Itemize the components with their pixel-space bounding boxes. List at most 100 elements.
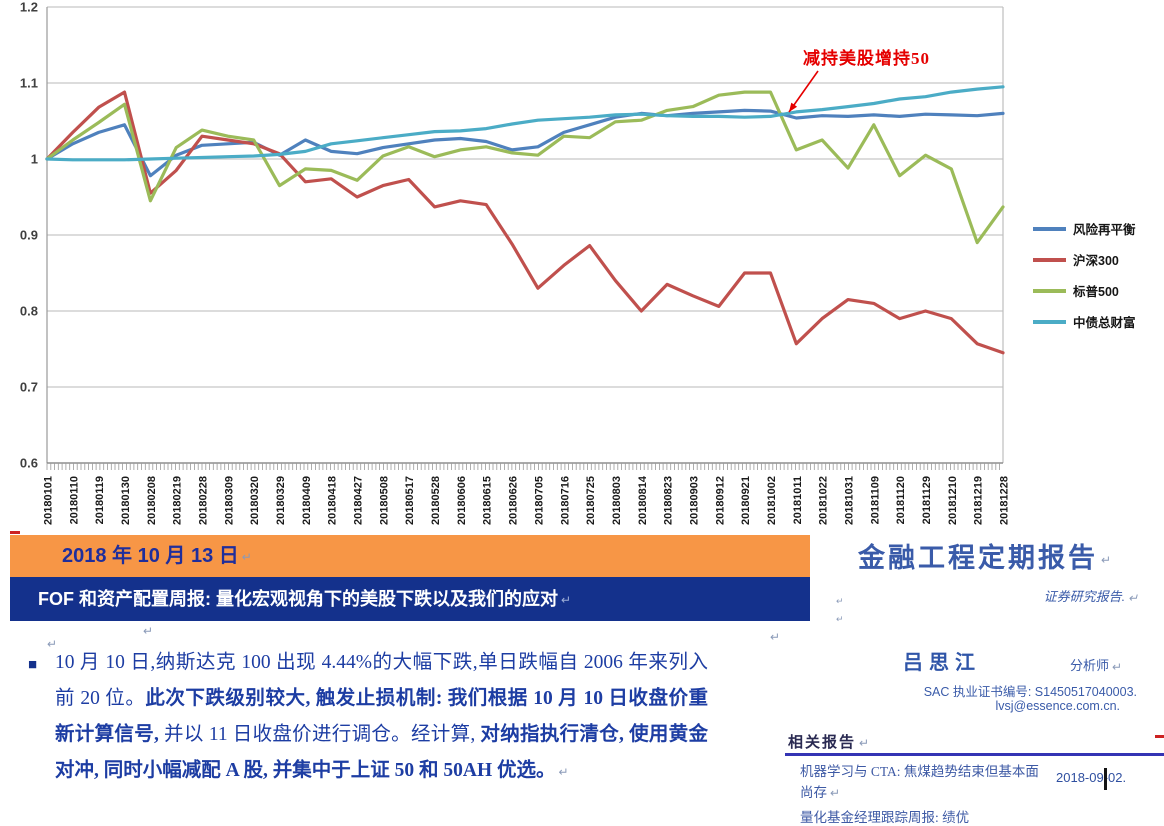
related-report-link[interactable]: 量化基金经理跟踪周报: 绩优 (800, 810, 970, 825)
x-axis-tick-label: 20180110 (68, 476, 80, 524)
related-report-date: 2018-09-02. (1056, 770, 1127, 785)
x-axis-tick-label: 20180418 (327, 476, 339, 525)
summary-segment: 此次下跌级别较大, 触发止损机制: 我们根据 10 月 10 日收盘价重新计算信… (55, 688, 708, 745)
legend-label: 标普500 (1073, 285, 1119, 299)
y-axis-tick-label: 1.1 (20, 76, 38, 91)
x-axis-tick-label: 20180228 (198, 476, 210, 525)
summary-paragraph: ■ 10 月 10 日,纳斯达克 100 出现 4.44%的大幅下跌,单日跌幅自… (28, 645, 708, 790)
x-axis-tick-label: 20180615 (482, 476, 494, 525)
x-axis-tick-label: 20180626 (508, 476, 520, 525)
legend-item-risk-rebalance: 风险再平衡 (1033, 213, 1136, 244)
x-axis-tick-label: 20180705 (533, 476, 545, 525)
x-axis-tick-label: 20181120 (895, 476, 907, 524)
report-date: 2018 年 10 月 13 日 (62, 545, 239, 567)
pilcrow-icon: ↵ (561, 593, 572, 608)
x-axis-tick-label: 20180823 (663, 476, 675, 525)
legend-item-sp500: 标普500 (1033, 275, 1136, 306)
edit-mark-icon (10, 531, 20, 534)
x-axis-tick-label: 20180309 (223, 476, 235, 525)
x-axis-tick-label: 20180814 (637, 475, 649, 525)
y-axis-tick-label: 1.2 (20, 0, 38, 15)
x-axis-tick-label: 20180803 (611, 476, 623, 525)
annotation-arrowhead (789, 102, 798, 112)
x-axis-tick-label: 20180409 (301, 476, 313, 525)
pilcrow-icon: ↵ (241, 549, 252, 564)
chart-annotation: 减持美股增持50 (803, 49, 930, 68)
legend-label: 沪深300 (1073, 254, 1119, 268)
chart-legend: 风险再平衡沪深300 标普500 中债总财富 (1033, 213, 1136, 337)
summary-segment: 并以 11 日收盘价进行调仓。经计算, (158, 724, 476, 745)
x-axis-tick-label: 20180903 (688, 476, 700, 525)
x-axis-tick-label: 20181109 (869, 476, 881, 524)
series-line-chinabond-total-wealth (45, 85, 1005, 162)
x-axis-tick-label: 20180606 (456, 476, 468, 525)
pilcrow-icon: ↵ (1127, 590, 1138, 605)
pilcrow-icon: ↵ (770, 630, 781, 644)
pilcrow-icon: ↵ (859, 736, 872, 751)
y-axis-tick-label: 0.6 (20, 456, 38, 471)
series-title: 金融工程定期报告 ↵ (857, 543, 1115, 573)
x-axis-tick-label: 20180320 (249, 476, 261, 525)
series-line-sp500 (45, 90, 1005, 245)
x-axis-tick-label: 20181002 (766, 476, 778, 525)
related-report-link[interactable]: 机器学习与 CTA: 焦煤趋势结束但基本面尚存 ↵ (800, 764, 1039, 801)
y-axis-tick-label: 0.7 (20, 380, 38, 395)
pilcrow-icon: ↵ (47, 637, 58, 651)
legend-label: 风险再平衡 (1073, 223, 1136, 237)
legend-line-swatch (1033, 288, 1066, 293)
series-line-csi300 (45, 90, 1005, 355)
pilcrow-icon: ↵ (836, 596, 844, 606)
divider (785, 753, 1164, 756)
x-axis-tick-label: 20180329 (275, 476, 287, 525)
y-axis-tick-label: 0.8 (20, 304, 38, 319)
legend-line-swatch (1033, 319, 1066, 324)
summary-segment: 10 月 10 日,纳斯达克 100 出现 4.44%的大幅下跌,单日跌幅自 2… (55, 652, 708, 709)
x-axis-tick-label: 20180528 (430, 476, 442, 525)
x-axis-tick-label: 20180508 (378, 476, 390, 525)
report-title-banner: FOF 和资产配置周报: 量化宏观视角下的美股下跌以及我们的应对 ↵ (10, 577, 810, 621)
x-axis-tick-label: 20181210 (947, 476, 959, 525)
series-line-risk-rebalance (45, 108, 1005, 178)
y-axis-tick-label: 0.9 (20, 228, 38, 243)
pilcrow-icon: ↵ (1112, 659, 1123, 674)
bullet-icon: ■ (28, 656, 38, 673)
pilcrow-icon: ↵ (836, 614, 844, 624)
x-axis-tick-label: 20180725 (585, 476, 597, 525)
analyst-email[interactable]: lvsj@essence.com.cn. (995, 699, 1120, 713)
x-axis-tick-label: 20180119 (94, 476, 106, 524)
y-axis-tick-label: 1 (31, 152, 38, 167)
legend-item-csi300: 沪深300 (1033, 244, 1136, 275)
x-axis-tick-label: 20180101 (43, 476, 55, 525)
x-axis-tick-label: 20180130 (120, 476, 132, 525)
pilcrow-icon: ↵ (558, 764, 569, 779)
x-axis-tick-label: 20180912 (714, 476, 726, 525)
x-axis-tick-label: 20181022 (818, 476, 830, 525)
sac-license-number: SAC 执业证书编号: S1450517040003. (923, 685, 1137, 699)
legend-line-swatch (1033, 226, 1066, 231)
pilcrow-icon: ↵ (1100, 553, 1115, 568)
x-axis-tick-label: 20181228 (999, 476, 1011, 525)
pilcrow-icon: ↵ (830, 786, 841, 801)
date-banner: 2018 年 10 月 13 日 ↵ (10, 535, 810, 577)
x-axis-tick-label: 20180921 (740, 476, 752, 525)
x-axis-tick-label: 20181129 (921, 476, 933, 524)
x-axis-tick-label: 20181031 (844, 476, 856, 525)
x-axis-tick-label: 20180219 (172, 476, 184, 525)
x-axis-tick-label: 20180427 (353, 476, 365, 525)
legend-line-swatch (1033, 257, 1066, 262)
legend-item-chinabond-total-wealth: 中债总财富 (1033, 306, 1136, 337)
analyst-name: 吕思江 (903, 652, 981, 674)
text-cursor (1104, 768, 1107, 790)
x-axis-tick-label: 20181011 (792, 476, 804, 524)
x-axis-tick-label: 20180208 (146, 476, 158, 525)
legend-label: 中债总财富 (1073, 316, 1136, 330)
x-axis-tick-label: 20180517 (404, 476, 416, 525)
weekly-report-title: FOF 和资产配置周报: 量化宏观视角下的美股下跌以及我们的应对 (38, 589, 558, 609)
performance-chart: 1.2 1.1 1 0.9 0.8 0.7 0.6 20180101 20180110 20180… (20, 0, 1011, 525)
edit-mark-icon (1155, 735, 1164, 738)
summary-text: 10 月 10 日,纳斯达克 100 出现 4.44%的大幅下跌,单日跌幅自 2… (55, 652, 708, 781)
summary-segment: 对纳指执行清仓, 使用黄金对冲, 同时小幅减配 A 股, 并集中于上证 50 和… (55, 724, 708, 781)
series-subtitle: 证券研究报告. ↵ (1043, 589, 1138, 605)
pilcrow-icon: ↵ (143, 624, 154, 638)
